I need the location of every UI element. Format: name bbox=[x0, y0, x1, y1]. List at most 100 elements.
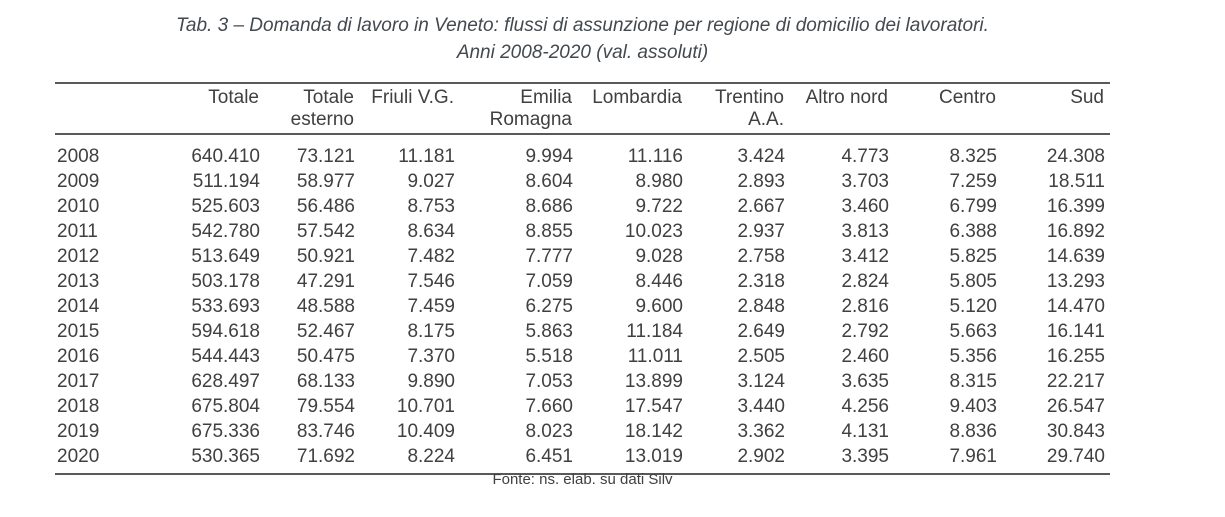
column-header-subline: esterno bbox=[290, 109, 354, 130]
value-cell: 8.686 bbox=[525, 195, 573, 217]
value-cell: 5.120 bbox=[949, 295, 997, 317]
table-body: 2008 640.410 73.121 11.181 9.994 11.116 … bbox=[55, 134, 1110, 474]
value-cell: 8.023 bbox=[525, 420, 573, 442]
column-header-label: Lombardia bbox=[592, 87, 682, 108]
column-header-subline bbox=[55, 109, 119, 131]
column-header-label: Sud bbox=[1070, 87, 1104, 108]
value-cell: 24.308 bbox=[1046, 145, 1105, 167]
value-cell: 2.824 bbox=[841, 270, 889, 292]
value-cell: 6.451 bbox=[525, 445, 573, 467]
table-row: 2009 511.194 58.977 9.027 8.604 8.980 2.… bbox=[55, 169, 1110, 194]
column-header-emilia-romagna: Emilia Romagna bbox=[460, 83, 578, 134]
value-cell: 2.816 bbox=[841, 295, 889, 317]
table-row: 2016 544.443 50.475 7.370 5.518 11.011 2… bbox=[55, 344, 1110, 369]
value-cell: 16.892 bbox=[1046, 220, 1105, 242]
value-cell: 83.746 bbox=[296, 420, 355, 442]
value-cell: 16.399 bbox=[1046, 195, 1105, 217]
value-cell: 2.792 bbox=[841, 320, 889, 342]
value-cell: 5.663 bbox=[949, 320, 997, 342]
value-cell: 11.116 bbox=[627, 145, 683, 167]
value-cell: 6.799 bbox=[949, 195, 997, 217]
value-cell: 9.028 bbox=[635, 245, 683, 267]
value-cell: 13.293 bbox=[1046, 270, 1105, 292]
table-row: 2012 513.649 50.921 7.482 7.777 9.028 2.… bbox=[55, 244, 1110, 269]
table-row: 2017 628.497 68.133 9.890 7.053 13.899 3… bbox=[55, 369, 1110, 394]
column-header-sud: Sud bbox=[1002, 83, 1110, 134]
value-cell: 7.459 bbox=[407, 295, 455, 317]
value-cell: 8.325 bbox=[949, 145, 997, 167]
value-cell: 7.053 bbox=[525, 370, 573, 392]
value-cell: 2.902 bbox=[737, 445, 785, 467]
header-row: Totale Totale esterno Friuli V.G. Emilia… bbox=[55, 83, 1110, 134]
value-cell: 8.753 bbox=[407, 195, 455, 217]
table-row: 2015 594.618 52.467 8.175 5.863 11.184 2… bbox=[55, 319, 1110, 344]
value-cell: 7.660 bbox=[525, 395, 573, 417]
value-cell: 58.977 bbox=[296, 170, 355, 192]
value-cell: 9.600 bbox=[635, 295, 683, 317]
table-row: 2013 503.178 47.291 7.546 7.059 8.446 2.… bbox=[55, 269, 1110, 294]
value-cell: 50.921 bbox=[296, 245, 355, 267]
year-cell: 2016 bbox=[57, 345, 100, 367]
column-header-label: Totale bbox=[208, 87, 259, 108]
value-cell: 3.460 bbox=[841, 195, 889, 217]
year-cell: 2017 bbox=[57, 370, 100, 392]
column-header-label: Totale bbox=[303, 87, 354, 108]
data-table: Totale Totale esterno Friuli V.G. Emilia… bbox=[55, 82, 1110, 475]
value-cell: 4.131 bbox=[841, 420, 889, 442]
year-cell: 2019 bbox=[57, 420, 100, 442]
year-cell: 2015 bbox=[57, 320, 100, 342]
value-cell: 8.836 bbox=[949, 420, 997, 442]
value-cell: 2.758 bbox=[737, 245, 785, 267]
value-cell: 3.813 bbox=[841, 220, 889, 242]
value-cell: 8.855 bbox=[525, 220, 573, 242]
value-cell: 14.470 bbox=[1046, 295, 1105, 317]
value-cell: 16.141 bbox=[1046, 320, 1105, 342]
value-cell: 5.805 bbox=[949, 270, 997, 292]
value-cell: 640.410 bbox=[191, 145, 260, 167]
value-cell: 7.059 bbox=[525, 270, 573, 292]
value-cell: 530.365 bbox=[191, 445, 260, 467]
value-cell: 7.259 bbox=[949, 170, 997, 192]
value-cell: 3.124 bbox=[737, 370, 785, 392]
value-cell: 8.980 bbox=[635, 170, 683, 192]
value-cell: 8.315 bbox=[949, 370, 997, 392]
value-cell: 4.773 bbox=[841, 145, 889, 167]
column-header-subline: A.A. bbox=[748, 109, 784, 130]
table-row: 2010 525.603 56.486 8.753 8.686 9.722 2.… bbox=[55, 194, 1110, 219]
column-header-subline bbox=[125, 109, 259, 131]
value-cell: 8.634 bbox=[407, 220, 455, 242]
value-cell: 29.740 bbox=[1046, 445, 1105, 467]
value-cell: 57.542 bbox=[296, 220, 355, 242]
column-header-subline: Romagna bbox=[489, 109, 572, 130]
value-cell: 9.403 bbox=[949, 395, 997, 417]
table-title-line1: Tab. 3 – Domanda di lavoro in Veneto: fl… bbox=[176, 15, 989, 36]
value-cell: 7.546 bbox=[407, 270, 455, 292]
value-cell: 3.635 bbox=[841, 370, 889, 392]
value-cell: 52.467 bbox=[296, 320, 355, 342]
value-cell: 11.181 bbox=[398, 145, 455, 167]
value-cell: 594.618 bbox=[191, 320, 260, 342]
value-cell: 3.424 bbox=[737, 145, 785, 167]
table-title-line2: Anni 2008-2020 (val. assoluti) bbox=[456, 42, 709, 63]
column-header-subline bbox=[1002, 109, 1104, 131]
value-cell: 71.692 bbox=[296, 445, 355, 467]
value-cell: 3.440 bbox=[737, 395, 785, 417]
value-cell: 2.460 bbox=[841, 345, 889, 367]
table-title: Tab. 3 – Domanda di lavoro in Veneto: fl… bbox=[55, 12, 1110, 66]
value-cell: 18.142 bbox=[624, 420, 683, 442]
column-header-label: Altro nord bbox=[805, 87, 888, 108]
value-cell: 73.121 bbox=[296, 145, 355, 167]
value-cell: 16.255 bbox=[1046, 345, 1105, 367]
value-cell: 7.961 bbox=[949, 445, 997, 467]
column-header-totale-esterno: Totale esterno bbox=[265, 83, 360, 134]
value-cell: 48.588 bbox=[296, 295, 355, 317]
value-cell: 26.547 bbox=[1046, 395, 1105, 417]
value-cell: 79.554 bbox=[296, 395, 355, 417]
value-cell: 8.224 bbox=[407, 445, 455, 467]
value-cell: 6.275 bbox=[525, 295, 573, 317]
column-header-subline bbox=[360, 109, 454, 131]
value-cell: 3.412 bbox=[841, 245, 889, 267]
value-cell: 13.019 bbox=[624, 445, 683, 467]
value-cell: 9.890 bbox=[407, 370, 455, 392]
